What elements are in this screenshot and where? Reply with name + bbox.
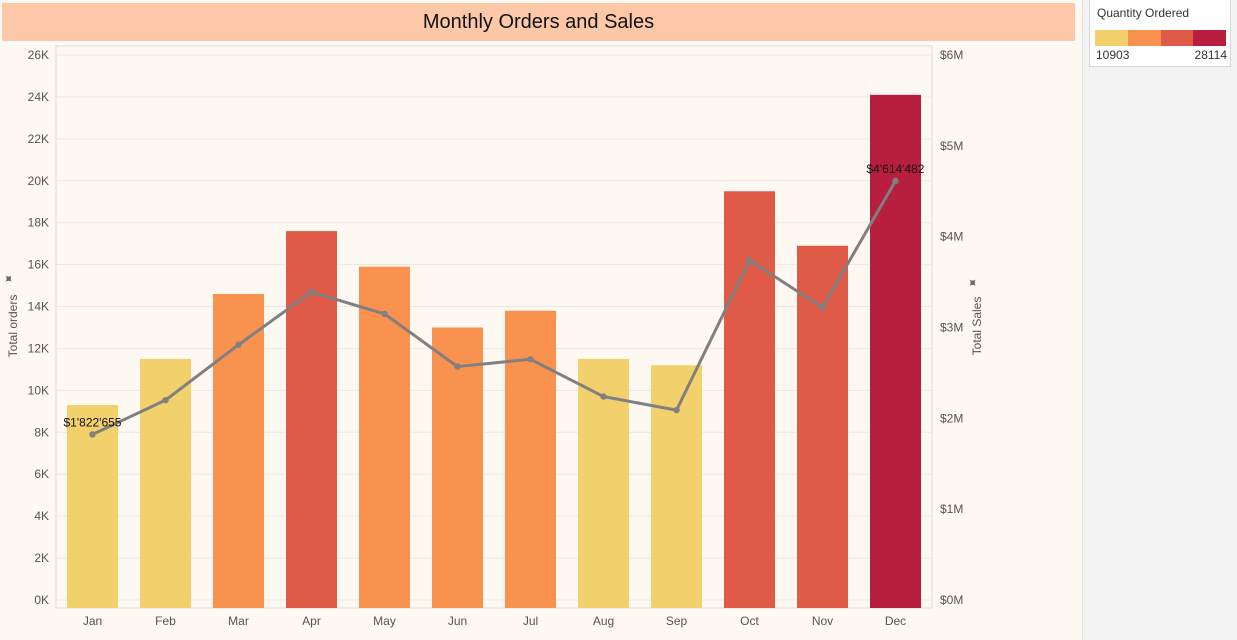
sales-point-feb[interactable] bbox=[162, 396, 169, 404]
x-tick-label: Aug bbox=[593, 614, 614, 628]
bar-jan[interactable] bbox=[67, 405, 118, 608]
sales-point-nov[interactable] bbox=[819, 304, 826, 311]
x-tick-label: Feb bbox=[155, 614, 176, 628]
x-tick-label: Jul bbox=[523, 614, 538, 628]
y2-tick-label: $2M bbox=[940, 411, 963, 425]
left-axis-ticks: 0K 2K 4K 6K 8K 10K 12K 14K 16K 18K 20K 22K 24K 26K bbox=[28, 48, 49, 607]
y-axis-pin-icon[interactable]: ✦ bbox=[0, 270, 18, 288]
x-tick-label: May bbox=[373, 614, 396, 628]
y-tick-label: 22K bbox=[28, 132, 49, 146]
y2-tick-label: $0M bbox=[940, 593, 963, 607]
legend-max-label: 28114 bbox=[1194, 48, 1227, 62]
sales-point-dec[interactable] bbox=[892, 177, 899, 185]
y-tick-label: 10K bbox=[28, 383, 49, 397]
y-tick-label: 4K bbox=[34, 509, 49, 523]
bar-oct[interactable] bbox=[724, 191, 775, 608]
x-tick-label: Dec bbox=[885, 614, 906, 628]
chart-title: Monthly Orders and Sales bbox=[422, 10, 655, 33]
data-labels: $1'822'655 $4'614'482 bbox=[64, 162, 925, 430]
y-tick-label: 14K bbox=[28, 300, 49, 314]
y-axis-title[interactable]: Total orders bbox=[6, 295, 20, 358]
x-tick-label: Mar bbox=[228, 614, 249, 628]
x-axis-ticks: Jan Feb Mar Apr May Jun Jul Aug Sep Oct Nov Dec bbox=[83, 614, 906, 628]
y-tick-label: 8K bbox=[34, 425, 49, 439]
y2-tick-label: $4M bbox=[940, 230, 963, 244]
y-tick-label: 26K bbox=[28, 48, 49, 62]
bar-may[interactable] bbox=[359, 266, 410, 608]
dashboard: Monthly Orders and Sales 0K 2K 4K 6K 8K 10K 12… bbox=[0, 3, 1075, 628]
sales-line-group bbox=[89, 177, 899, 438]
y2-tick-label: $6M bbox=[940, 48, 963, 62]
sales-point-may[interactable] bbox=[381, 310, 388, 318]
bar-apr[interactable] bbox=[286, 231, 337, 609]
side-panel: Quantity Ordered 10903 28114 bbox=[1082, 0, 1237, 640]
sales-point-jul[interactable] bbox=[527, 356, 534, 363]
bar-nov[interactable] bbox=[797, 245, 848, 608]
sales-point-aug[interactable] bbox=[600, 393, 607, 400]
legend-min-label: 10903 bbox=[1096, 48, 1130, 62]
legend-swatch[interactable] bbox=[1095, 30, 1128, 46]
x-tick-label: Jun bbox=[448, 614, 467, 628]
right-axis-ticks: $0M $1M $2M $3M $4M $5M $6M bbox=[940, 48, 963, 607]
gridlines bbox=[56, 54, 932, 601]
legend-title: Quantity Ordered bbox=[1097, 6, 1190, 20]
sales-line[interactable] bbox=[91, 180, 897, 436]
legend-color-ramp[interactable] bbox=[1095, 30, 1226, 46]
chart: 0K 2K 4K 6K 8K 10K 12K 14K 16K 18K 20K 22K 24K 26K $0… bbox=[0, 45, 984, 628]
plot-area bbox=[55, 45, 933, 609]
y-tick-label: 24K bbox=[28, 90, 49, 104]
bar-jul[interactable] bbox=[505, 310, 556, 608]
legend-swatch[interactable] bbox=[1127, 30, 1161, 46]
y2-axis-pin-icon[interactable]: ✦ bbox=[964, 274, 982, 292]
sales-point-oct[interactable] bbox=[746, 257, 753, 264]
legend-swatch[interactable] bbox=[1193, 30, 1226, 46]
sales-data-label: $1'822'655 bbox=[64, 415, 122, 429]
y-tick-label: 0K bbox=[34, 593, 49, 607]
sales-point-jan[interactable] bbox=[89, 431, 96, 438]
sales-point-apr[interactable] bbox=[308, 288, 315, 296]
bar-jun[interactable] bbox=[432, 327, 483, 609]
bars bbox=[67, 94, 921, 609]
y-tick-label: 16K bbox=[28, 258, 49, 272]
title-bar: Monthly Orders and Sales bbox=[2, 3, 1075, 41]
y-tick-label: 18K bbox=[28, 216, 49, 230]
legend-swatch[interactable] bbox=[1160, 30, 1194, 46]
x-tick-label: Sep bbox=[666, 614, 688, 628]
sales-data-label: $4'614'482 bbox=[867, 162, 925, 176]
x-tick-label: Jan bbox=[83, 614, 102, 628]
color-legend[interactable]: Quantity Ordered 10903 28114 bbox=[1089, 0, 1231, 67]
sales-point-sep[interactable] bbox=[673, 406, 680, 414]
y2-tick-label: $5M bbox=[940, 139, 963, 153]
sales-point-mar[interactable] bbox=[235, 341, 242, 348]
sales-point-jun[interactable] bbox=[454, 363, 461, 370]
y2-tick-label: $1M bbox=[940, 502, 963, 516]
x-tick-label: Nov bbox=[812, 614, 833, 628]
y-tick-label: 2K bbox=[34, 551, 49, 565]
y-tick-label: 6K bbox=[34, 467, 49, 481]
x-tick-label: Oct bbox=[740, 614, 759, 628]
x-tick-label: Apr bbox=[302, 614, 321, 628]
bar-feb[interactable] bbox=[140, 358, 191, 608]
y-tick-label: 20K bbox=[28, 174, 49, 188]
y-tick-label: 12K bbox=[28, 341, 49, 355]
bar-mar[interactable] bbox=[213, 293, 264, 608]
y2-axis-title[interactable]: Total Sales bbox=[970, 297, 984, 356]
y2-tick-label: $3M bbox=[940, 321, 963, 335]
bar-sep[interactable] bbox=[651, 365, 702, 608]
